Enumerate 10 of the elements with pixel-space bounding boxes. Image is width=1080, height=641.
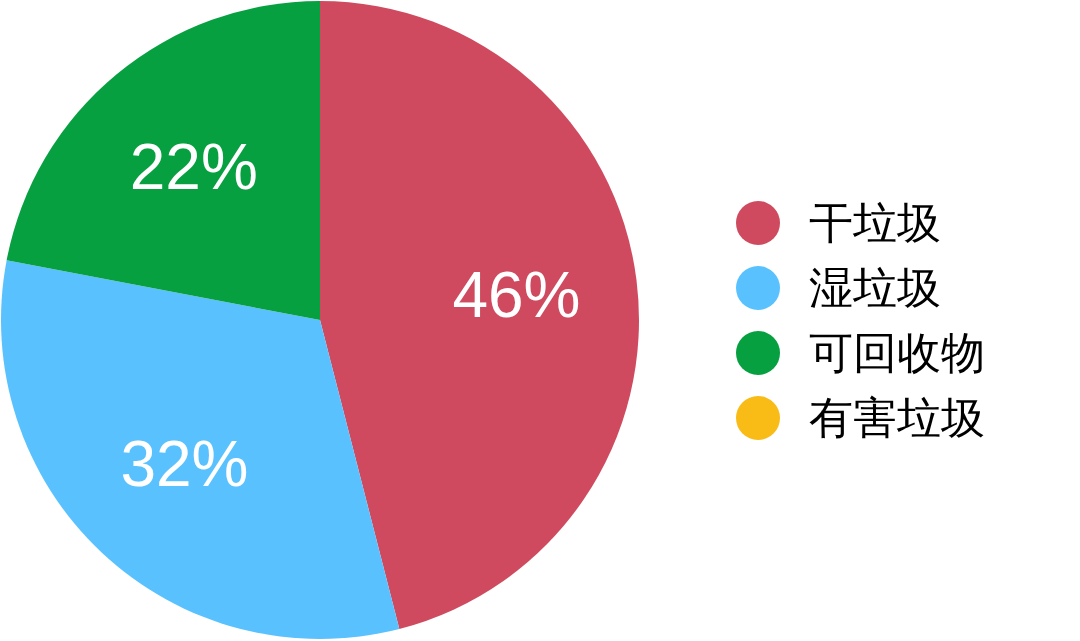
data-label: 46% xyxy=(452,259,581,332)
pie-slice xyxy=(6,1,320,320)
legend-label: 有害垃圾 xyxy=(809,392,985,444)
pie-slice xyxy=(1,260,400,639)
pie-slice xyxy=(320,1,639,629)
data-label: 32% xyxy=(120,428,249,501)
data-label: 22% xyxy=(129,131,258,204)
legend-label: 干垃圾 xyxy=(809,197,941,249)
legend-label: 湿垃圾 xyxy=(809,262,941,314)
legend-label: 可回收物 xyxy=(809,327,985,379)
